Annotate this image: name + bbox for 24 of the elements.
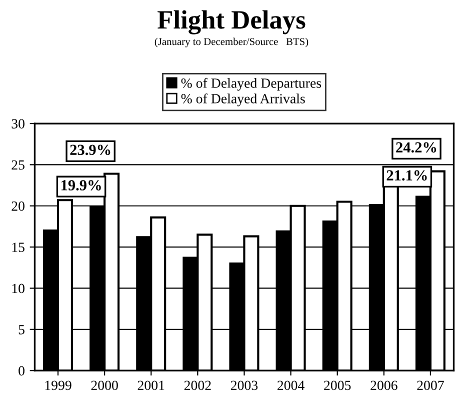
y-tick-label: 20 — [12, 201, 24, 211]
y-tick-label: 15 — [12, 242, 24, 252]
y-tick-label: 25 — [12, 160, 24, 170]
y-tick-label: 10 — [12, 284, 24, 294]
x-tick-label: 2006 — [370, 380, 398, 390]
x-tick-label: 2004 — [278, 380, 304, 390]
x-tick-label: 2002 — [184, 380, 211, 390]
y-tick-label: 0 — [18, 366, 24, 376]
x-tick-label: 1999 — [45, 380, 72, 390]
legend-label: % of Delayed Arrivals — [181, 93, 305, 106]
x-tick-label: 2005 — [324, 380, 351, 390]
x-tick-label: 2001 — [138, 380, 164, 390]
annotation: 24.2% — [396, 142, 436, 153]
chart-title: Flight Delays — [158, 10, 306, 34]
x-tick-label: 2000 — [91, 380, 118, 390]
x-tick-label: 2003 — [230, 380, 258, 390]
annotation: 23.9% — [70, 144, 110, 156]
chart-subtitle: (January to December/Source BTS) — [154, 38, 308, 48]
y-tick-label: 5 — [18, 325, 24, 334]
annotation: 19.9% — [62, 180, 101, 190]
legend-label: % of Delayed Departures — [181, 78, 322, 91]
x-tick-label: 2007 — [417, 380, 444, 390]
y-tick-label: 30 — [12, 119, 24, 128]
annotation: 21.1% — [386, 170, 427, 181]
